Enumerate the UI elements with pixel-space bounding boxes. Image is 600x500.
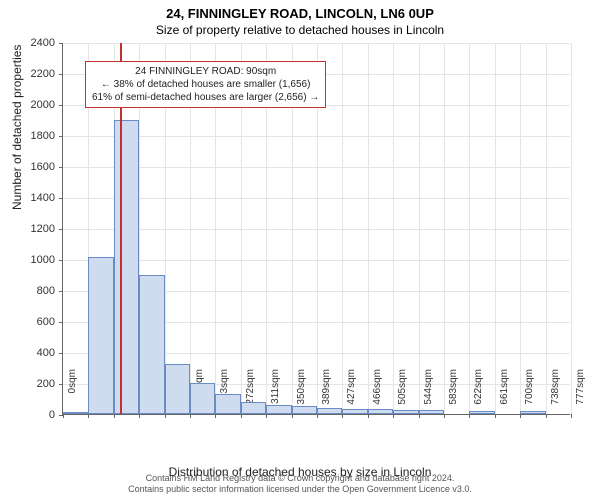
footer-line2: Contains public sector information licen…	[0, 484, 600, 496]
ytick-label: 200	[15, 378, 55, 390]
ytick-mark	[59, 43, 63, 44]
histogram-bar	[419, 410, 444, 414]
gridline-vertical	[520, 43, 521, 414]
xtick-mark	[571, 414, 572, 418]
histogram-bar	[165, 364, 190, 414]
histogram-bar	[139, 275, 164, 415]
xtick-mark	[114, 414, 115, 418]
xtick-mark	[368, 414, 369, 418]
ytick-label: 1200	[15, 223, 55, 235]
histogram-bar	[241, 402, 266, 414]
xtick-mark	[393, 414, 394, 418]
histogram-bar	[393, 410, 418, 414]
ytick-label: 1800	[15, 130, 55, 142]
xtick-mark	[546, 414, 547, 418]
xtick-mark	[139, 414, 140, 418]
gridline-vertical	[368, 43, 369, 414]
xtick-mark	[165, 414, 166, 418]
annotation-box: 24 FINNINGLEY ROAD: 90sqm← 38% of detach…	[85, 61, 326, 108]
histogram-bar	[368, 409, 393, 414]
histogram-bar	[469, 411, 494, 414]
histogram-bar	[292, 406, 317, 414]
ytick-mark	[59, 198, 63, 199]
ytick-label: 0	[15, 409, 55, 421]
ytick-label: 1000	[15, 254, 55, 266]
ytick-mark	[59, 260, 63, 261]
gridline-vertical	[393, 43, 394, 414]
xtick-mark	[88, 414, 89, 418]
ytick-mark	[59, 229, 63, 230]
xtick-mark	[444, 414, 445, 418]
histogram-bar	[215, 394, 240, 414]
ytick-mark	[59, 353, 63, 354]
xtick-label: 777sqm	[575, 369, 586, 419]
xtick-label: 738sqm	[550, 369, 561, 419]
ytick-mark	[59, 384, 63, 385]
xtick-mark	[520, 414, 521, 418]
gridline-vertical	[571, 43, 572, 414]
histogram-bar	[342, 409, 367, 414]
plot-area: 0200400600800100012001400160018002000220…	[62, 43, 570, 415]
ytick-label: 800	[15, 285, 55, 297]
histogram-bar	[317, 408, 342, 414]
xtick-mark	[469, 414, 470, 418]
gridline-vertical	[546, 43, 547, 414]
ytick-label: 1400	[15, 192, 55, 204]
xtick-mark	[266, 414, 267, 418]
histogram-bar	[88, 257, 113, 414]
footer-attribution: Contains HM Land Registry data © Crown c…	[0, 473, 600, 496]
chart-container: 0200400600800100012001400160018002000220…	[62, 43, 570, 415]
ytick-mark	[59, 322, 63, 323]
footer-line1: Contains HM Land Registry data © Crown c…	[0, 473, 600, 485]
chart-title-main: 24, FINNINGLEY ROAD, LINCOLN, LN6 0UP	[0, 0, 600, 21]
ytick-label: 2000	[15, 99, 55, 111]
ytick-mark	[59, 167, 63, 168]
ytick-mark	[59, 136, 63, 137]
ytick-mark	[59, 105, 63, 106]
ytick-label: 400	[15, 347, 55, 359]
xtick-label: 661sqm	[499, 369, 510, 419]
xtick-mark	[419, 414, 420, 418]
histogram-bar	[63, 412, 88, 414]
histogram-bar	[520, 411, 545, 414]
gridline-vertical	[469, 43, 470, 414]
histogram-bar	[190, 383, 215, 414]
xtick-mark	[495, 414, 496, 418]
histogram-bar	[114, 120, 139, 415]
ytick-label: 2400	[15, 37, 55, 49]
xtick-mark	[292, 414, 293, 418]
gridline-vertical	[419, 43, 420, 414]
gridline-vertical	[444, 43, 445, 414]
chart-title-sub: Size of property relative to detached ho…	[0, 21, 600, 39]
xtick-label: 583sqm	[448, 369, 459, 419]
xtick-mark	[215, 414, 216, 418]
gridline-vertical	[495, 43, 496, 414]
ytick-mark	[59, 74, 63, 75]
xtick-mark	[317, 414, 318, 418]
ytick-label: 2200	[15, 68, 55, 80]
ytick-label: 600	[15, 316, 55, 328]
histogram-bar	[266, 405, 291, 414]
xtick-mark	[342, 414, 343, 418]
annotation-line: 61% of semi-detached houses are larger (…	[92, 91, 319, 104]
annotation-line: ← 38% of detached houses are smaller (1,…	[92, 78, 319, 91]
xtick-mark	[190, 414, 191, 418]
gridline-vertical	[342, 43, 343, 414]
annotation-line: 24 FINNINGLEY ROAD: 90sqm	[92, 65, 319, 78]
xtick-mark	[241, 414, 242, 418]
ytick-label: 1600	[15, 161, 55, 173]
xtick-mark	[63, 414, 64, 418]
ytick-mark	[59, 291, 63, 292]
